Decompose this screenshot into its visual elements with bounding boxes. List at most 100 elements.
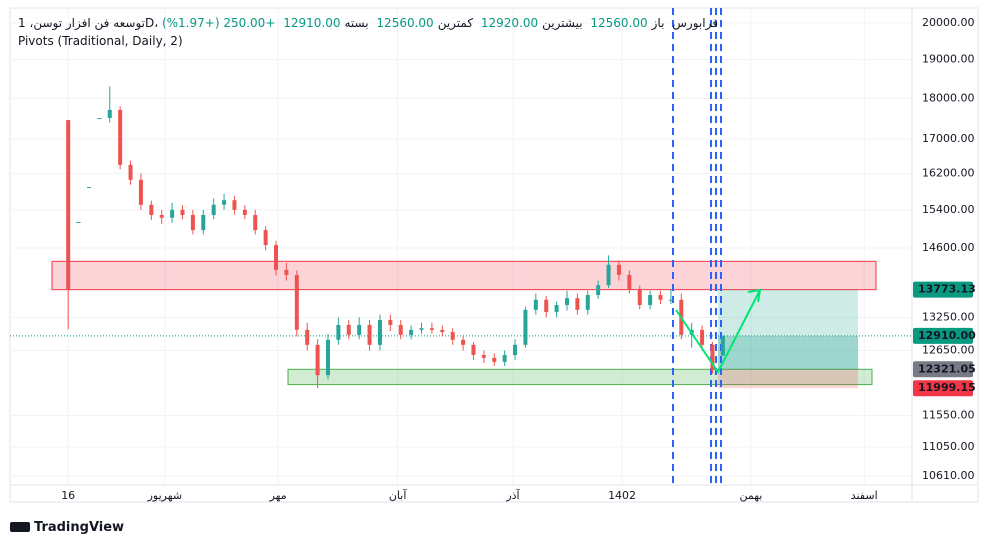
price-label-box <box>913 281 973 298</box>
y-tick-label: 15400.00 <box>922 203 975 216</box>
y-tick-label: 16200.00 <box>922 167 975 180</box>
indicator: Pivots (Traditional, Daily, 2) <box>18 34 183 48</box>
y-tick-label: 11550.00 <box>922 409 975 422</box>
candle-body <box>107 109 112 119</box>
y-tick-label: 11050.00 <box>922 440 975 453</box>
candle-body <box>502 355 507 362</box>
candle-body <box>190 214 195 231</box>
stop-area <box>718 369 858 389</box>
y-tick-label: 14600.00 <box>922 241 975 254</box>
candle-body <box>315 344 320 376</box>
open: 12560.00 <box>590 16 648 30</box>
open-label: باز <box>651 16 665 30</box>
x-tick-label: مهر <box>269 489 287 502</box>
candle-body <box>710 344 715 370</box>
arrow-head <box>747 288 762 303</box>
candle-body <box>523 309 528 345</box>
candle-body <box>222 200 227 205</box>
change: +250.00 (+1.97%) <box>161 16 276 30</box>
candle-body <box>606 264 611 286</box>
candle-body <box>585 295 590 310</box>
candle-body <box>637 289 642 306</box>
candle-body <box>648 295 653 306</box>
y-tick-label: 13250.00 <box>922 310 975 323</box>
price-label: 12910.00 <box>918 329 976 342</box>
x-tick-label: بهمن <box>739 489 762 502</box>
x-tick-label: شهریور <box>147 489 182 502</box>
y-tick-label: 10610.00 <box>922 469 975 482</box>
candle-body <box>377 320 382 345</box>
price-label: 11999.15 <box>918 381 976 394</box>
candle-body <box>564 298 569 306</box>
candle-body <box>513 344 518 356</box>
candle-body <box>242 209 247 215</box>
y-tick-label: 17000.00 <box>922 132 975 145</box>
y-tick-label: 20000.00 <box>922 16 975 29</box>
candle-body <box>450 332 455 340</box>
symbol: توسعه فن افزار توسن، 1D، فرابورس <box>18 16 718 30</box>
candle-body <box>66 120 71 290</box>
low: 12560.00 <box>376 16 434 30</box>
candle-body <box>481 355 486 358</box>
candle-body <box>398 324 403 335</box>
price-label-box <box>913 361 973 378</box>
high-label: بیشترین <box>542 16 583 30</box>
candle-body <box>253 214 258 231</box>
zone <box>287 368 873 386</box>
candle-body <box>159 214 164 218</box>
candle-body <box>492 357 497 362</box>
candle-body <box>616 264 621 275</box>
candle-body <box>180 209 185 215</box>
low-label: کمترین <box>437 16 474 30</box>
arrow-path <box>675 289 761 374</box>
x-tick-label: 16 <box>61 489 75 502</box>
x-tick-label: آبان <box>389 488 407 502</box>
zone <box>51 260 877 291</box>
close-label: بسته <box>344 16 369 30</box>
candle-body <box>700 329 705 345</box>
candle-body <box>471 344 476 356</box>
candle-body <box>658 295 663 300</box>
candle-body <box>367 324 372 345</box>
candle-body <box>294 274 299 330</box>
candle-body <box>97 118 102 120</box>
candle-body <box>232 200 237 210</box>
candle-body <box>554 305 559 312</box>
price-label-box <box>913 327 973 344</box>
y-tick-label: 18000.00 <box>922 91 975 104</box>
logo <box>10 522 30 532</box>
candle-body <box>575 298 580 310</box>
x-tick-label: اسفند <box>851 489 878 502</box>
candle-body <box>149 204 154 215</box>
progress-area <box>718 335 858 370</box>
candle-body <box>128 164 133 180</box>
price-label-box <box>913 380 973 397</box>
brand: TradingView <box>34 520 125 535</box>
candle-body <box>627 274 632 290</box>
candle-body <box>533 299 538 310</box>
candle-body <box>336 324 341 340</box>
candle-body <box>170 209 175 218</box>
x-tick-label: آذر <box>505 488 520 502</box>
candle-body <box>544 299 549 312</box>
candle-body <box>76 222 81 224</box>
candle-body <box>409 329 414 335</box>
candle-body <box>668 299 673 301</box>
candle-body <box>263 230 268 246</box>
candle-body <box>720 335 725 356</box>
candle-body <box>429 328 434 330</box>
candle-body <box>346 324 351 335</box>
candle-body <box>138 179 143 205</box>
header: توسعه فن افزار توسن، 1D، فرابورس باز1256… <box>18 16 722 30</box>
candle-body <box>201 214 206 231</box>
y-tick-label: 12650.00 <box>922 343 975 356</box>
candle-body <box>461 339 466 345</box>
y-tick-label: 19000.00 <box>922 53 975 66</box>
target-area <box>718 289 858 370</box>
candle-body <box>274 245 279 270</box>
price-label: 13773.13 <box>918 283 976 296</box>
price-label: 12321.05 <box>918 362 976 375</box>
candle-body <box>440 329 445 333</box>
